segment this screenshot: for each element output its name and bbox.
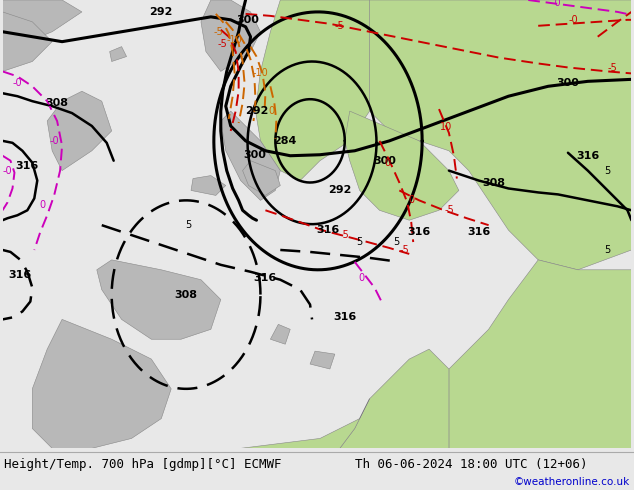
Text: 5: 5	[604, 245, 611, 255]
Text: -5: -5	[608, 63, 618, 74]
Text: -10: -10	[252, 69, 268, 78]
Text: -10: -10	[227, 35, 243, 45]
Text: 316: 316	[316, 225, 340, 235]
Polygon shape	[201, 0, 261, 72]
Text: ©weatheronline.co.uk: ©weatheronline.co.uk	[514, 477, 630, 487]
Polygon shape	[47, 91, 112, 171]
Polygon shape	[3, 0, 82, 51]
Polygon shape	[221, 111, 280, 200]
Text: -5: -5	[218, 39, 228, 49]
Text: 316: 316	[333, 313, 356, 322]
Text: 284: 284	[273, 136, 297, 146]
Text: 308: 308	[46, 98, 68, 108]
Polygon shape	[32, 319, 171, 448]
Text: 300: 300	[243, 150, 266, 160]
Text: 316: 316	[9, 270, 32, 280]
Text: 316: 316	[254, 273, 277, 283]
Polygon shape	[340, 349, 449, 448]
Text: -5: -5	[340, 230, 349, 240]
Text: -5: -5	[335, 21, 345, 31]
Text: -0: -0	[551, 0, 561, 8]
Polygon shape	[191, 175, 226, 196]
Text: 0: 0	[359, 273, 365, 283]
Polygon shape	[449, 260, 631, 448]
Text: -5: -5	[444, 205, 454, 215]
Text: 292: 292	[328, 185, 351, 196]
Text: 5: 5	[356, 237, 363, 247]
Text: 316: 316	[576, 151, 599, 161]
Text: 316: 316	[467, 227, 490, 237]
Polygon shape	[370, 0, 631, 270]
Text: 300: 300	[236, 15, 259, 25]
Text: 316: 316	[408, 227, 430, 237]
Text: Height/Temp. 700 hPa [gdmp][°C] ECMWF: Height/Temp. 700 hPa [gdmp][°C] ECMWF	[4, 458, 281, 471]
Polygon shape	[310, 351, 335, 369]
Text: 0: 0	[268, 106, 275, 116]
Text: 300: 300	[557, 78, 579, 88]
Text: -0: -0	[568, 15, 578, 25]
Text: -0: -0	[13, 78, 22, 88]
Text: 316: 316	[16, 161, 39, 171]
Text: 292: 292	[245, 106, 268, 116]
Text: Th 06-06-2024 18:00 UTC (12+06): Th 06-06-2024 18:00 UTC (12+06)	[355, 458, 588, 471]
Text: 5: 5	[393, 237, 399, 247]
Text: 5: 5	[604, 166, 611, 175]
Text: 5: 5	[185, 220, 191, 230]
Text: 308: 308	[174, 290, 198, 299]
Polygon shape	[243, 161, 280, 196]
Polygon shape	[201, 399, 370, 448]
Text: 0: 0	[384, 158, 391, 168]
Polygon shape	[256, 0, 370, 180]
Text: 0: 0	[408, 196, 414, 205]
Text: -0: -0	[49, 136, 59, 146]
Text: -5: -5	[399, 245, 409, 255]
Polygon shape	[3, 12, 52, 72]
Text: 308: 308	[482, 177, 505, 188]
Text: 292: 292	[150, 7, 173, 17]
Text: 10: 10	[440, 122, 452, 132]
Polygon shape	[97, 260, 221, 339]
Text: 300: 300	[373, 156, 396, 166]
Polygon shape	[270, 324, 290, 344]
Polygon shape	[110, 47, 127, 62]
Text: -0: -0	[3, 166, 12, 175]
Text: -5: -5	[214, 27, 224, 37]
Polygon shape	[345, 111, 459, 220]
Text: 0: 0	[39, 200, 45, 210]
